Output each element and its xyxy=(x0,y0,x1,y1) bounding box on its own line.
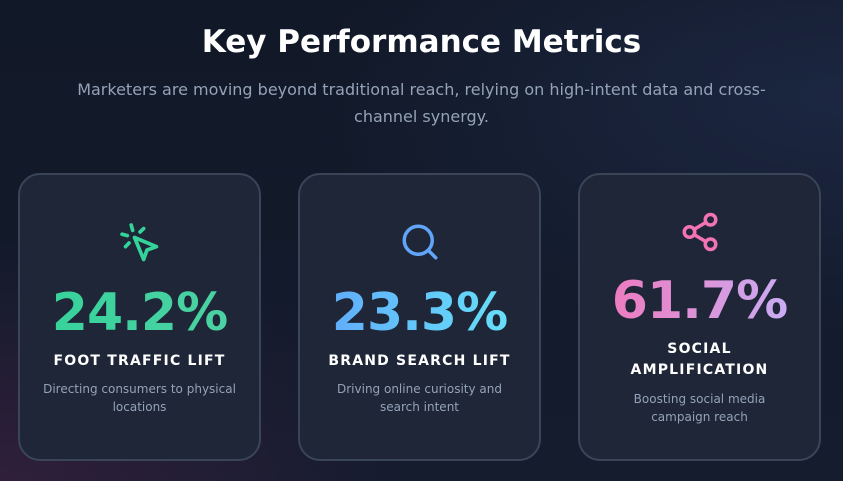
cursor-click-icon xyxy=(20,221,259,265)
metric-value: 24.2% xyxy=(20,283,259,343)
search-icon xyxy=(300,221,539,263)
metric-card-social-amplification: 61.7% SOCIAL AMPLIFICATION Boosting soci… xyxy=(578,173,821,461)
metric-label: SOCIAL AMPLIFICATION xyxy=(630,341,769,378)
metric-description: Boosting social media campaign reach xyxy=(633,392,766,424)
metric-label: FOOT TRAFFIC LIFT xyxy=(53,353,226,369)
share-icon xyxy=(580,211,819,253)
metric-card-brand-search: 23.3% BRAND SEARCH LIFT Driving online c… xyxy=(298,173,541,461)
metric-value: 61.7% xyxy=(580,271,819,331)
page-title: Key Performance Metrics xyxy=(201,24,642,60)
metric-label: BRAND SEARCH LIFT xyxy=(328,353,511,369)
metric-value: 23.3% xyxy=(300,283,539,343)
metric-card-foot-traffic: 24.2% FOOT TRAFFIC LIFT Directing consum… xyxy=(18,173,261,461)
metric-description: Directing consumers to physical location… xyxy=(43,382,236,414)
page-subtitle: Marketers are moving beyond traditional … xyxy=(77,80,766,126)
metric-description: Driving online curiosity and search inte… xyxy=(337,382,502,414)
